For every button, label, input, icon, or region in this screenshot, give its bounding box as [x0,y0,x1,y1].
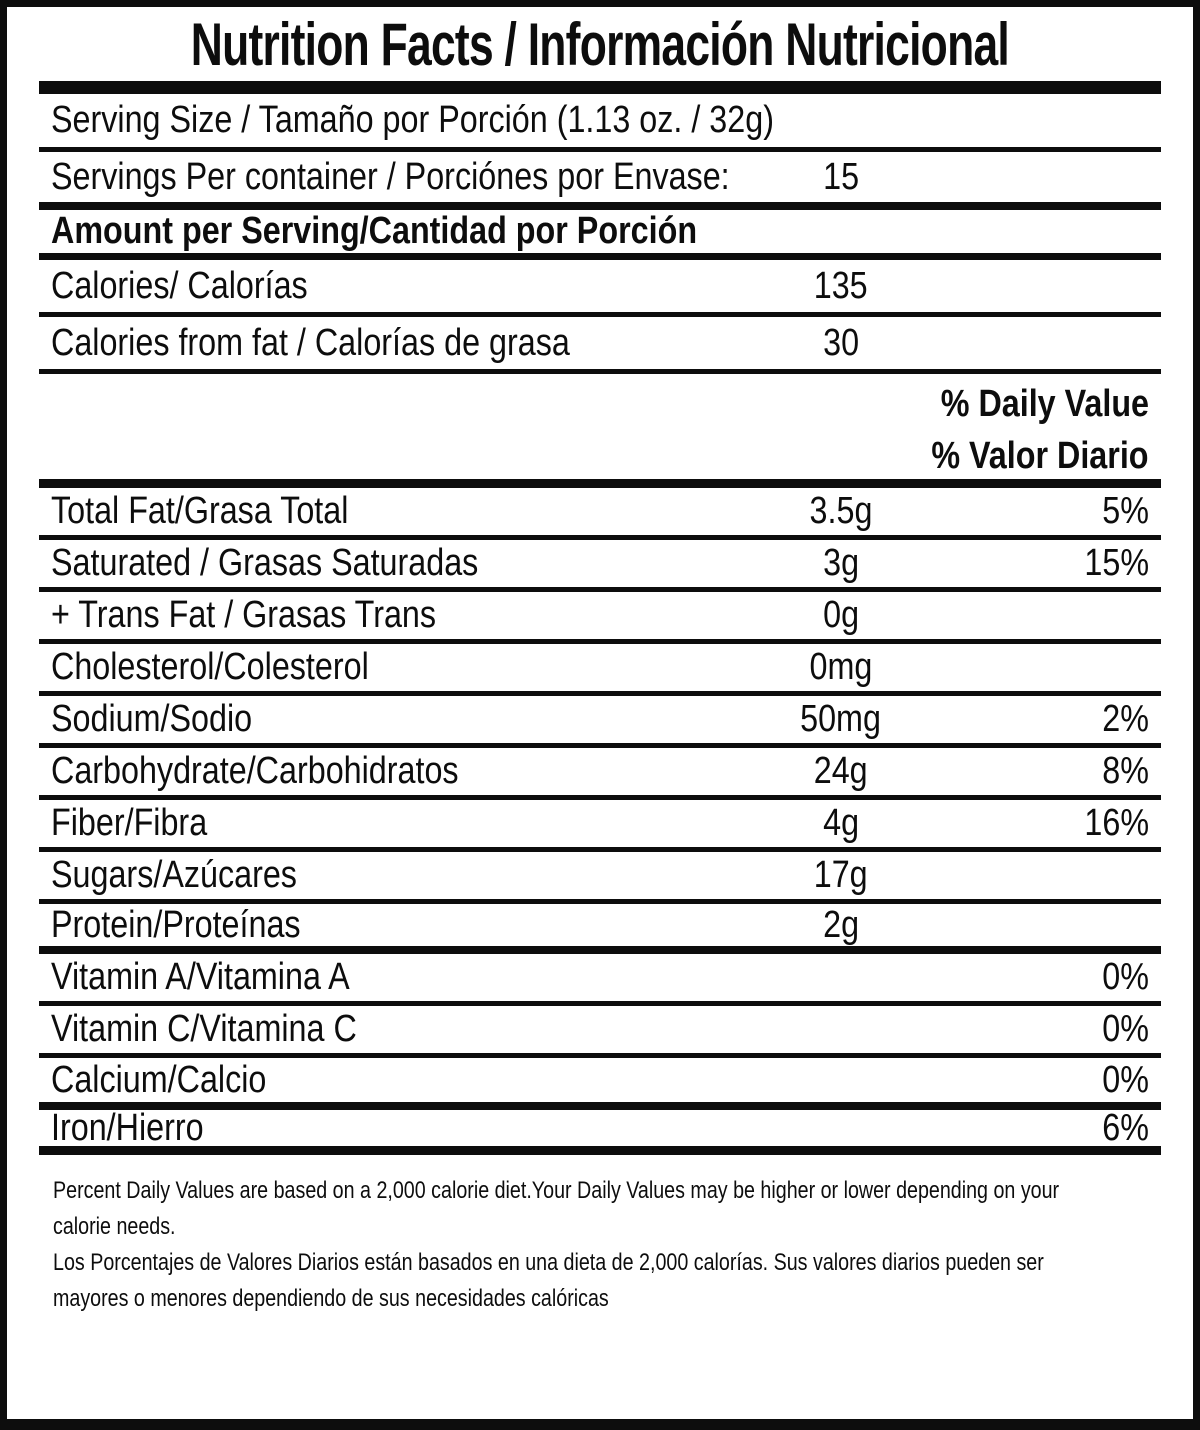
nutrient-daily-value: 0% [1102,1008,1149,1050]
nutrient-row-sugars: Sugars/Azúcares 17g [39,852,1161,904]
amount-per-serving-header: Amount per Serving/Cantidad por Porción [51,210,698,252]
nutrient-label: Protein/Proteínas [51,903,301,946]
calories-row: Calories/ Calorías 135 [39,260,1161,317]
servings-per-container-value-cell: 15 [721,156,961,199]
servings-per-container-label-cell: Servings Per container / Porciónes por E… [51,156,730,199]
footnote-line: mayores o menores dependiendo de sus nec… [53,1285,609,1312]
nutrient-label: Sodium/Sodio [51,698,253,740]
nutrient-label: Carbohydrate/Carbohidratos [51,750,459,792]
nutrient-amount: 4g [823,802,859,844]
label-title-row: Nutrition Facts / Información Nutriciona… [7,7,1193,81]
nutrient-row-total-fat: Total Fat/Grasa Total 3.5g 5% [39,488,1161,540]
nutrient-daily-value: 16% [1084,802,1149,844]
nutrient-amount: 3g [823,542,859,584]
nutrient-label: Fiber/Fibra [51,802,208,844]
nutrient-row-fiber: Fiber/Fibra 4g 16% [39,800,1161,852]
calories-label: Calories/ Calorías [51,264,308,307]
nutrient-label: + Trans Fat / Grasas Trans [51,594,437,636]
nutrient-row-protein: Protein/Proteínas 2g [39,904,1161,954]
nutrient-daily-value: 0% [1102,1058,1149,1101]
footnote-line: Percent Daily Values are based on a 2,00… [53,1177,1060,1204]
nutrient-daily-value: 2% [1102,698,1149,740]
nutrient-daily-value: 15% [1084,542,1149,584]
title-divider-bar [39,81,1161,94]
nutrient-label: Iron/Hierro [51,1106,204,1149]
nutrient-amount: 2g [823,903,859,946]
footnote-line: Los Porcentajes de Valores Diarios están… [53,1249,1044,1276]
nutrient-amount: 50mg [800,698,882,740]
nutrient-label: Vitamin C/Vitamina C [51,1008,357,1050]
footnote-line: calorie needs. [53,1213,176,1240]
nutrient-label: Saturated / Grasas Saturadas [51,542,479,584]
nutrient-daily-value: 6% [1102,1106,1149,1149]
nutrient-row-cholesterol: Cholesterol/Colesterol 0mg [39,644,1161,696]
servings-per-container-row: Servings Per container / Porciónes por E… [39,152,1161,210]
daily-value-header-es: % Valor Diario [931,435,1149,477]
serving-size-label-cell: Serving Size / Tamaño por Porción (1.13 … [51,99,1149,142]
servings-per-container-value: 15 [823,155,859,198]
nutrient-label: Vitamin A/Vitamina A [51,956,350,998]
nutrient-amount: 17g [814,854,868,896]
daily-value-footnote: Percent Daily Values are based on a 2,00… [39,1155,1161,1317]
nutrient-amount: 0mg [809,646,873,688]
nutrient-label: Calcium/Calcio [51,1058,267,1101]
amount-per-serving-header-row: Amount per Serving/Cantidad por Porción [39,210,1161,260]
calories-value: 135 [814,264,868,307]
nutrient-daily-value: 5% [1102,490,1149,532]
serving-size-row: Serving Size / Tamaño por Porción (1.13 … [39,94,1161,152]
daily-value-header: % Daily Value % Valor Diario [39,374,1161,488]
label-body: Serving Size / Tamaño por Porción (1.13 … [39,94,1161,1155]
servings-per-container-label: Servings Per container / Porciónes por E… [51,155,730,198]
nutrient-daily-value: 0% [1102,956,1149,998]
serving-size-label: Serving Size / Tamaño por Porción (1.13 … [51,99,774,141]
nutrient-amount: 0g [823,594,859,636]
nutrient-daily-value: 8% [1102,750,1149,792]
nutrient-row-sodium: Sodium/Sodio 50mg 2% [39,696,1161,748]
nutrient-row-vitamin-c: Vitamin C/Vitamina C 0% [39,1006,1161,1058]
calories-from-fat-value: 30 [823,321,859,364]
calories-from-fat-row: Calories from fat / Calorías de grasa 30 [39,317,1161,374]
nutrient-amount: 3.5g [809,490,873,532]
nutrient-label: Sugars/Azúcares [51,854,297,896]
nutrient-row-calcium: Calcium/Calcio 0% [39,1058,1161,1110]
nutrient-amount: 24g [814,750,868,792]
nutrient-row-saturated-fat: Saturated / Grasas Saturadas 3g 15% [39,540,1161,592]
daily-value-header-en: % Daily Value [940,383,1149,425]
label-title: Nutrition Facts / Información Nutriciona… [190,10,1010,78]
nutrient-row-carbohydrate: Carbohydrate/Carbohidratos 24g 8% [39,748,1161,800]
nutrient-row-trans-fat: + Trans Fat / Grasas Trans 0g [39,592,1161,644]
nutrient-label: Total Fat/Grasa Total [51,490,349,532]
nutrient-row-vitamin-a: Vitamin A/Vitamina A 0% [39,954,1161,1006]
nutrient-label: Cholesterol/Colesterol [51,646,369,688]
nutrient-row-iron: Iron/Hierro 6% [39,1106,1161,1155]
calories-from-fat-label: Calories from fat / Calorías de grasa [51,321,570,364]
